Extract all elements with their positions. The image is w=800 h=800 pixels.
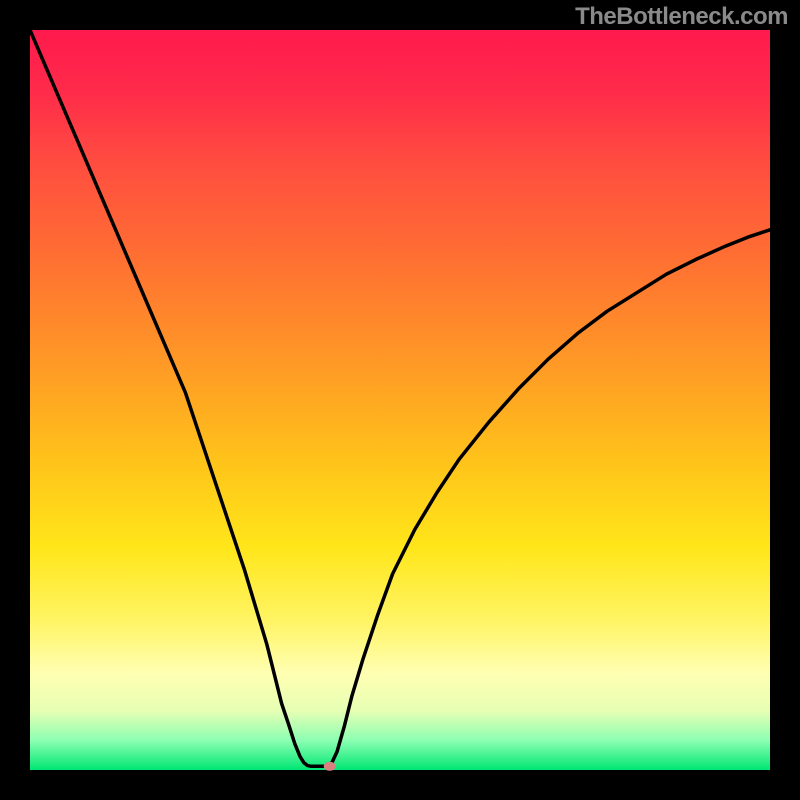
bottleneck-chart (0, 0, 800, 800)
optimal-point-marker (324, 762, 336, 771)
watermark-text: TheBottleneck.com (575, 3, 788, 31)
chart-background (30, 30, 770, 770)
